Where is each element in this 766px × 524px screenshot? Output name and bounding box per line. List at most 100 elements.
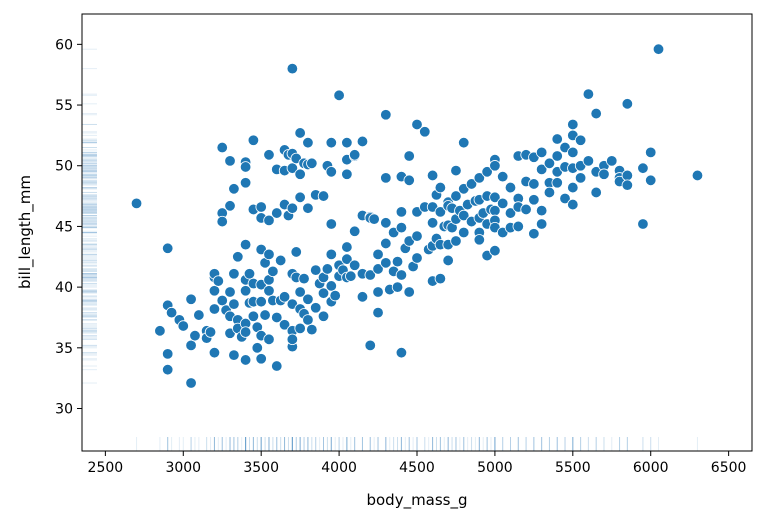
data-point bbox=[341, 136, 353, 149]
data-point bbox=[341, 241, 353, 253]
data-point bbox=[239, 285, 252, 297]
data-point bbox=[567, 198, 579, 211]
data-point bbox=[364, 269, 376, 281]
data-point bbox=[434, 272, 447, 285]
data-point bbox=[426, 169, 439, 182]
data-point bbox=[481, 166, 493, 178]
data-point bbox=[504, 181, 517, 194]
data-point bbox=[582, 88, 595, 100]
data-point bbox=[239, 354, 252, 366]
data-point bbox=[411, 118, 423, 131]
data-point bbox=[247, 134, 260, 146]
data-point bbox=[224, 286, 236, 298]
data-point bbox=[380, 237, 392, 250]
data-point bbox=[380, 172, 392, 184]
data-point bbox=[341, 168, 353, 180]
data-point bbox=[403, 286, 415, 298]
data-point bbox=[567, 181, 579, 194]
data-point bbox=[411, 230, 423, 242]
data-point bbox=[286, 202, 299, 214]
data-point bbox=[212, 275, 225, 287]
data-point bbox=[403, 174, 415, 187]
data-point bbox=[652, 43, 665, 55]
data-point bbox=[590, 186, 602, 199]
data-point bbox=[528, 194, 540, 206]
data-point bbox=[208, 346, 221, 359]
y-tick-label: 55 bbox=[55, 98, 73, 114]
data-point bbox=[551, 133, 563, 145]
data-point bbox=[403, 150, 415, 162]
data-point bbox=[341, 253, 353, 265]
data-point bbox=[208, 285, 221, 297]
data-point bbox=[177, 320, 189, 332]
data-point bbox=[185, 293, 197, 305]
data-point bbox=[278, 319, 291, 331]
data-point bbox=[489, 245, 501, 257]
y-tick-label: 45 bbox=[55, 219, 73, 235]
y-tick-label: 40 bbox=[55, 280, 73, 296]
data-point bbox=[161, 363, 174, 376]
data-point bbox=[450, 235, 462, 247]
data-point bbox=[255, 201, 267, 213]
x-tick-label: 4500 bbox=[399, 460, 435, 476]
x-rug bbox=[136, 437, 698, 451]
data-point bbox=[302, 314, 314, 326]
data-point bbox=[348, 259, 361, 271]
data-point bbox=[372, 286, 384, 298]
data-point bbox=[208, 303, 221, 315]
data-point bbox=[294, 127, 306, 139]
data-point bbox=[239, 177, 252, 189]
data-point bbox=[691, 169, 704, 182]
y-tick-label: 35 bbox=[55, 341, 73, 357]
data-point bbox=[255, 353, 267, 365]
data-point bbox=[321, 263, 334, 275]
data-point bbox=[372, 263, 384, 275]
data-point bbox=[232, 251, 244, 263]
data-point bbox=[368, 213, 380, 225]
data-point bbox=[606, 155, 618, 167]
data-point bbox=[391, 281, 404, 293]
data-point bbox=[294, 168, 306, 180]
data-point bbox=[263, 248, 275, 261]
data-point bbox=[391, 255, 404, 268]
data-point bbox=[317, 190, 330, 202]
data-point bbox=[247, 310, 260, 322]
data-point bbox=[306, 157, 318, 170]
data-point bbox=[317, 310, 330, 322]
data-point bbox=[535, 218, 548, 230]
data-point bbox=[364, 339, 376, 352]
data-point bbox=[535, 204, 548, 217]
x-tick-label: 3000 bbox=[165, 460, 201, 476]
data-point bbox=[637, 162, 649, 174]
x-tick-label: 4000 bbox=[321, 460, 357, 476]
data-point bbox=[426, 217, 439, 229]
data-point bbox=[434, 206, 447, 218]
data-point bbox=[325, 218, 338, 230]
data-point bbox=[582, 155, 595, 167]
x-axis-label: body_mass_g bbox=[366, 491, 467, 510]
data-point bbox=[243, 268, 256, 280]
x-tick-label: 6500 bbox=[711, 460, 747, 476]
x-tick-label: 5500 bbox=[555, 460, 591, 476]
data-point bbox=[395, 221, 408, 234]
data-point bbox=[574, 134, 587, 146]
data-point bbox=[458, 209, 470, 222]
data-point bbox=[325, 136, 338, 149]
data-point bbox=[590, 107, 602, 120]
data-point bbox=[228, 268, 240, 280]
data-point bbox=[543, 186, 556, 199]
data-point bbox=[372, 306, 384, 319]
x-axis-ticks: 2500 3000 3500 4000 4500 5000 5500 6000 6500 bbox=[88, 451, 747, 476]
data-point bbox=[325, 166, 338, 178]
data-point bbox=[204, 326, 217, 338]
data-point bbox=[302, 293, 314, 305]
data-point bbox=[345, 270, 357, 282]
data-point bbox=[395, 269, 408, 281]
data-point bbox=[329, 289, 341, 302]
data-point bbox=[645, 146, 657, 159]
data-point bbox=[434, 181, 447, 194]
data-point bbox=[411, 252, 423, 264]
y-tick-label: 60 bbox=[55, 37, 73, 53]
data-point bbox=[543, 157, 556, 170]
